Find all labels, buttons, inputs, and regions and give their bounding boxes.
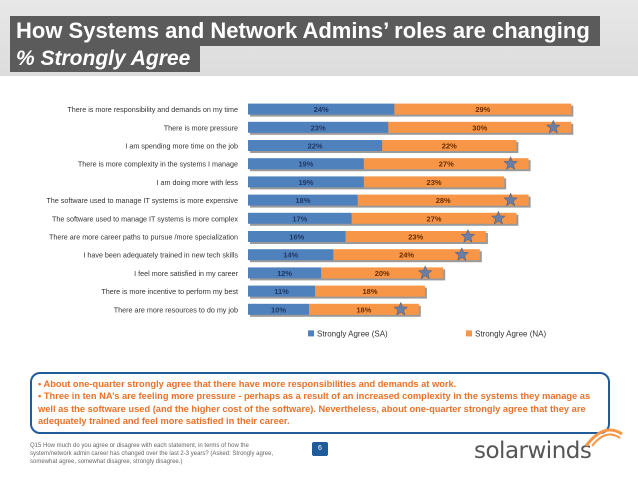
bar-na <box>394 103 572 115</box>
star-icon <box>393 301 409 316</box>
data-label-na: 28% <box>436 196 451 205</box>
bar-sa <box>248 158 364 170</box>
category-label: There is more responsibility and demands… <box>67 105 238 114</box>
slide-header: How Systems and Network Admins’ roles ar… <box>0 0 638 76</box>
bar-sa <box>248 103 395 115</box>
bar-sa <box>248 249 334 261</box>
bar-na <box>309 303 419 315</box>
data-label-na: 22% <box>442 142 457 151</box>
data-label-sa: 11% <box>274 287 289 296</box>
bar-sa <box>248 285 316 297</box>
data-label-na: 18% <box>362 287 377 296</box>
data-label-sa: 16% <box>289 233 304 242</box>
legend-swatch <box>466 330 472 337</box>
category-label: I am spending more time on the job <box>125 142 238 151</box>
data-label-sa: 12% <box>277 269 292 278</box>
star-icon <box>503 156 518 170</box>
data-label-na: 30% <box>472 123 487 132</box>
category-label: There is more pressure <box>164 123 238 132</box>
page-number: 6 <box>312 442 328 456</box>
bar-sa <box>248 121 389 133</box>
bar-na <box>351 212 517 224</box>
data-label-na: 27% <box>427 214 442 223</box>
category-label: The software used to manage IT systems i… <box>46 196 238 205</box>
data-label-na: 18% <box>356 305 371 314</box>
bar-sa <box>248 212 352 224</box>
data-label-sa: 17% <box>292 214 307 223</box>
bar-na <box>357 194 529 206</box>
data-label-sa: 23% <box>311 123 326 132</box>
star-icon <box>545 119 561 134</box>
star-icon <box>454 247 470 261</box>
data-label-na: 27% <box>439 160 454 169</box>
category-label: The software used to manage IT systems i… <box>52 214 238 223</box>
legend-swatch <box>308 330 314 337</box>
legend-label: Strongly Agree (NA) <box>475 329 546 338</box>
data-label-sa: 19% <box>298 160 313 169</box>
bar-na <box>321 267 444 279</box>
star-icon <box>503 192 518 207</box>
slide-title: How Systems and Network Admins’ roles ar… <box>10 16 600 46</box>
callout-point-2: • Three in ten NA’s are feeling more pre… <box>38 391 591 426</box>
category-label: There are more resources to do my job <box>114 305 238 314</box>
bar-na <box>382 140 517 151</box>
bar-sa <box>248 267 322 279</box>
category-label: There are more career paths to pursue /m… <box>49 233 238 242</box>
category-label: I am doing more with less <box>157 178 239 187</box>
bar-sa <box>248 194 358 206</box>
bar-sa <box>248 303 309 315</box>
data-label-sa: 19% <box>298 178 313 187</box>
data-label-na: 20% <box>375 269 390 278</box>
data-label-na: 23% <box>427 178 442 187</box>
stacked-bar-chart: There is more responsibility and demands… <box>46 103 574 338</box>
star-icon <box>417 265 433 280</box>
data-label-sa: 24% <box>314 105 329 114</box>
data-label-sa: 22% <box>308 142 323 151</box>
category-label: There is more complexity in the systems … <box>78 160 238 169</box>
bar-na <box>363 158 529 170</box>
bar-sa <box>248 140 383 151</box>
survey-footnote: Q15 How much do you agree or disagree wi… <box>30 443 274 465</box>
data-label-sa: 10% <box>271 305 286 314</box>
data-label-na: 23% <box>408 233 423 242</box>
logo-swoosh-icon <box>584 428 623 447</box>
data-label-sa: 18% <box>295 196 310 205</box>
category-label: I feel more satisfied in my career <box>134 269 238 278</box>
star-icon <box>491 210 506 225</box>
data-label-na: 29% <box>475 105 490 114</box>
callout-point-1: • About one-quarter strongly agree that … <box>38 379 457 389</box>
category-label: There is more incentive to perform my be… <box>101 287 238 296</box>
summary-callout: • About one-quarter strongly agree that … <box>30 372 610 434</box>
star-icon <box>460 228 476 243</box>
data-label-sa: 14% <box>283 251 298 260</box>
data-label-na: 24% <box>399 251 414 260</box>
slide-subtitle: % Strongly Agree <box>10 46 201 72</box>
bar-na <box>388 121 572 133</box>
bar-na <box>345 231 486 242</box>
legend-label: Strongly Agree (SA) <box>317 329 388 338</box>
category-label: I have been adequately trained in new te… <box>83 251 238 260</box>
bar-na <box>363 176 505 188</box>
bar-sa <box>248 231 346 242</box>
bar-na <box>333 249 480 261</box>
bar-na <box>315 285 425 297</box>
solarwinds-logo: solarwinds <box>474 428 623 466</box>
logo-text: solarwinds <box>474 438 592 464</box>
bar-sa <box>248 176 364 188</box>
